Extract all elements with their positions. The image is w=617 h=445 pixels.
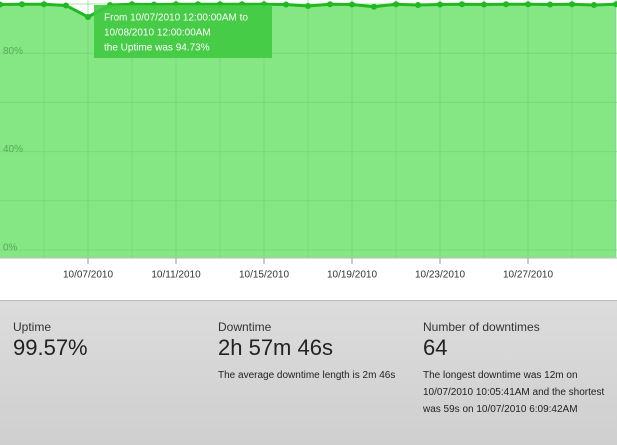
point	[371, 3, 377, 10]
point	[437, 1, 443, 8]
stats-panel: Uptime 99.57% Downtime 2h 57m 46s The averag…	[0, 300, 617, 445]
stat: Downtime 2h 57m 46s The average downtime l…	[218, 320, 403, 384]
stat-value: 2h 57m 46s	[218, 335, 333, 360]
x-tick-label: 10/07/2010	[63, 270, 113, 281]
stat-label: Number of downtimes	[423, 320, 540, 334]
stat-value: 64	[423, 335, 448, 360]
point	[459, 1, 465, 8]
point	[305, 2, 311, 9]
point	[283, 1, 289, 8]
y-tick-label: 0%	[3, 243, 18, 254]
stat-value: 99.57%	[13, 335, 88, 360]
point	[503, 1, 509, 8]
x-tick-label: 10/23/2010	[415, 270, 465, 281]
point	[525, 1, 531, 8]
y-tick-label: 80%	[3, 46, 23, 57]
tooltip-text: the Uptime was 94.73%	[104, 43, 210, 54]
stat-note: The longest downtime was 12m on 10/07/20…	[423, 370, 605, 415]
tooltip-box	[94, 5, 272, 58]
x-tick-label: 10/15/2010	[239, 270, 289, 281]
point	[613, 1, 617, 8]
stat-label: Uptime	[13, 320, 52, 334]
tooltip-text: 10/08/2010 12:00:00AM	[104, 28, 211, 39]
tooltip-text: From 10/07/2010 12:00:00AM to	[104, 13, 248, 24]
point	[327, 1, 333, 8]
x-tick-label: 10/11/2010	[151, 270, 201, 281]
point	[415, 1, 421, 8]
point	[569, 1, 575, 8]
point	[481, 1, 487, 8]
stat-label: Downtime	[218, 320, 272, 334]
stat: Number of downtimes 64 The longest downtim…	[423, 320, 608, 418]
point	[547, 1, 553, 8]
point	[393, 1, 399, 8]
x-tick-label: 10/19/2010	[327, 270, 377, 281]
point	[19, 1, 25, 8]
tooltip: From 10/07/2010 12:00:00AM to 10/08/2010 …	[94, 5, 272, 58]
point	[41, 1, 47, 8]
point	[349, 1, 355, 8]
stat-note: The average downtime length is 2m 46s	[218, 370, 396, 381]
point	[0, 1, 3, 8]
y-tick-label: 40%	[3, 144, 23, 155]
point	[63, 2, 69, 9]
point	[85, 13, 91, 20]
x-tick-label: 10/27/2010	[503, 270, 553, 281]
point	[591, 1, 597, 8]
stat: Uptime 99.57%	[13, 320, 198, 361]
chart: 0% 40% 80% 10/07/2010 10/11/2010 10/15/2010 10…	[0, 0, 617, 281]
